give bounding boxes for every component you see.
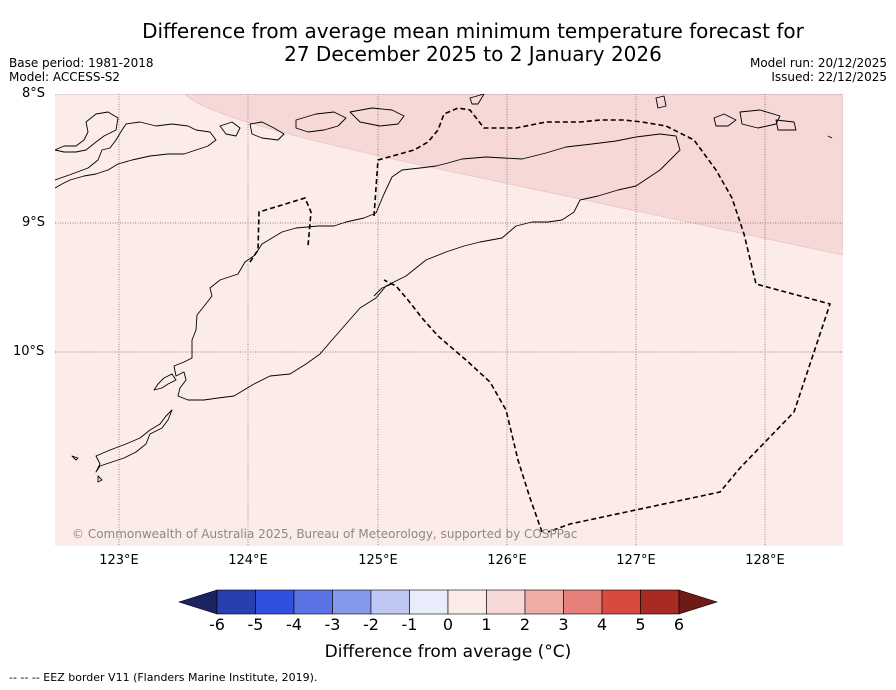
colorbar-bin-10 [563, 589, 603, 615]
colorbar-tick: -4 [286, 615, 302, 634]
title-line-2: 27 December 2025 to 2 January 2026 [284, 42, 662, 66]
lon-label-127e: 127°E [616, 553, 656, 568]
lakor-coast [775, 119, 797, 131]
timor-island-coast [173, 133, 681, 401]
chart-title: Difference from average mean minimum tem… [0, 20, 896, 66]
colorbar-tick: 4 [596, 615, 608, 634]
flores-coast [55, 121, 217, 189]
colorbar-bin-4 [332, 589, 372, 615]
colorbar-extend-low [178, 589, 218, 615]
lembata-coast [249, 121, 285, 141]
alor-coast [349, 107, 405, 127]
moa-coast [739, 109, 781, 129]
colorbar-tick: -3 [324, 615, 341, 634]
lat-label-9s: 9°S [22, 215, 46, 230]
colorbar-tick: -6 [209, 615, 225, 634]
colorbar-bin-8 [486, 589, 526, 615]
title-line-1: Difference from average mean minimum tem… [142, 19, 804, 43]
small-islet-3 [827, 135, 833, 139]
colorbar-bin-1 [216, 589, 256, 615]
colorbar-tick: 0 [442, 615, 454, 634]
colorbar-tick: 5 [635, 615, 646, 634]
eez-border [249, 107, 832, 533]
colorbar-bin-11 [601, 589, 641, 615]
colorbar-bin-2 [255, 589, 295, 615]
colorbar-bin-7 [447, 589, 487, 615]
model-run: Model run: 20/12/2025 [749, 56, 887, 70]
lon-label-125e: 125°E [358, 553, 398, 568]
lat-label-10s: 10°S [13, 344, 45, 359]
colorbar-bin-3 [293, 589, 333, 615]
model-name: Model: ACCESS-S2 [9, 70, 121, 84]
colorbar-tick: -5 [247, 615, 264, 634]
lon-label-124e: 124°E [228, 553, 268, 568]
wetar-coast [469, 94, 485, 105]
pantar-coast [295, 111, 347, 133]
meta-left: Base period: 1981-2018 Model: ACCESS-S2 [9, 56, 154, 84]
colorbar-tick: -1 [401, 615, 418, 634]
anomaly-band-1-2 [184, 94, 843, 256]
colorbar-bin-5 [370, 589, 410, 615]
adonara-coast [219, 121, 241, 137]
colorbar-extend-high [678, 589, 718, 615]
flores-west-coast [55, 111, 119, 153]
colorbar [178, 589, 718, 615]
kisar-islet [655, 95, 667, 109]
lon-label-126e: 126°E [487, 553, 527, 568]
sawu-island-coast [95, 409, 173, 473]
colorbar-tick: 2 [519, 615, 531, 634]
lon-label-123e: 123°E [99, 553, 139, 568]
small-islet-1 [71, 455, 79, 461]
meta-right: Model run: 20/12/2025 Issued: 22/12/2025 [750, 56, 887, 84]
issued-date: Issued: 22/12/2025 [771, 70, 887, 84]
lon-label-128e: 128°E [745, 553, 785, 568]
colorbar-bin-6 [409, 589, 449, 615]
eez-footnote: -- -- -- EEZ border V11 (Flanders Marine… [9, 671, 318, 684]
small-islet-2 [97, 475, 103, 483]
rote-island-coast [153, 373, 177, 391]
colorbar-label: Difference from average (°C) [324, 642, 572, 662]
oecusse-detail [373, 283, 393, 297]
lat-label-8s: 8°S [22, 86, 46, 101]
gridlines [55, 94, 843, 546]
colorbar-tick: 1 [481, 615, 492, 634]
coastline [55, 94, 833, 483]
colorbar-bin-12 [640, 589, 680, 615]
base-period: Base period: 1981-2018 [9, 56, 154, 70]
leti-coast [713, 113, 737, 127]
colorbar-tick: 6 [673, 615, 685, 634]
colorbar-tick: 3 [558, 615, 569, 634]
colorbar-bin-9 [524, 589, 564, 615]
colorbar-tick: -2 [363, 615, 379, 634]
copyright-notice: © Commonwealth of Australia 2025, Bureau… [72, 527, 578, 541]
